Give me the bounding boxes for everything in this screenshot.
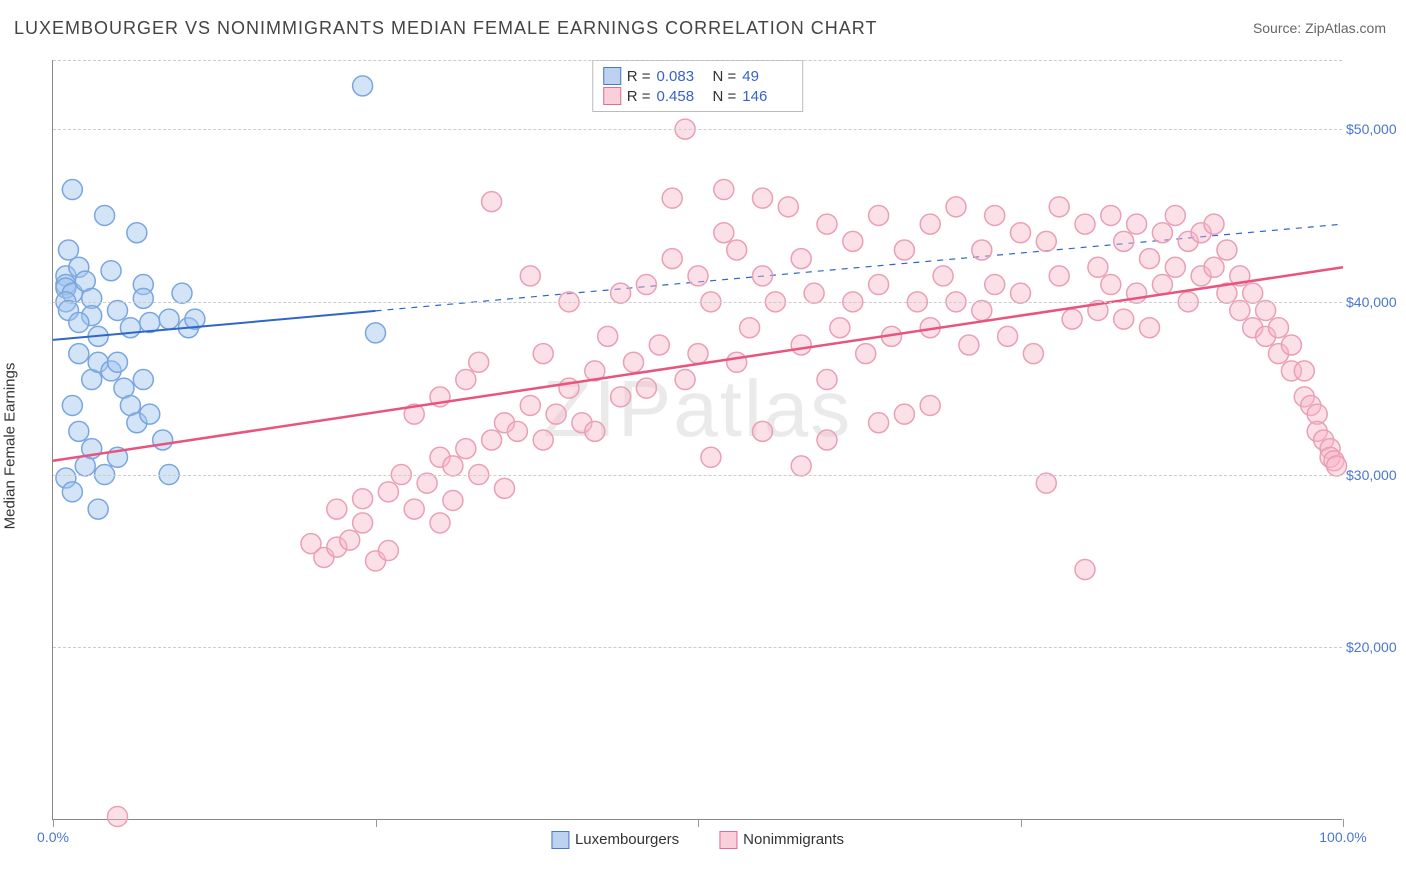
legend-row: R = 0.083 N = 49 [603, 67, 793, 85]
series-legend: Luxembourgers Nonimmigrants [551, 831, 844, 849]
legend-swatch-blue [603, 67, 621, 85]
y-tick-label: $30,000 [1346, 467, 1400, 483]
y-tick-label: $40,000 [1346, 294, 1400, 310]
legend-label: Nonimmigrants [743, 831, 844, 848]
legend-label: Luxembourgers [575, 831, 679, 848]
x-tick-label: 0.0% [37, 829, 69, 845]
legend-n-label: N = [713, 88, 737, 105]
legend-swatch-pink [603, 87, 621, 105]
legend-r-value: 0.083 [657, 68, 707, 85]
legend-n-value: 146 [742, 88, 792, 105]
legend-n-value: 49 [742, 68, 792, 85]
correlation-legend: R = 0.083 N = 49 R = 0.458 N = 146 [592, 60, 804, 112]
legend-r-label: R = [627, 68, 651, 85]
y-axis-label: Median Female Earnings [2, 363, 19, 530]
legend-r-value: 0.458 [657, 88, 707, 105]
legend-n-label: N = [713, 68, 737, 85]
legend-swatch-pink [719, 831, 737, 849]
chart-title: LUXEMBOURGER VS NONIMMIGRANTS MEDIAN FEM… [14, 18, 877, 39]
plot-area: ZIPatlas R = 0.083 N = 49 R = 0.458 N = … [52, 60, 1342, 820]
legend-item: Luxembourgers [551, 831, 679, 849]
y-tick-label: $50,000 [1346, 121, 1400, 137]
legend-swatch-blue [551, 831, 569, 849]
source-attribution: Source: ZipAtlas.com [1253, 20, 1386, 36]
chart-svg [53, 60, 1342, 819]
y-tick-label: $20,000 [1346, 639, 1400, 655]
legend-r-label: R = [627, 88, 651, 105]
legend-row: R = 0.458 N = 146 [603, 87, 793, 105]
legend-item: Nonimmigrants [719, 831, 844, 849]
x-tick-label: 100.0% [1319, 829, 1366, 845]
